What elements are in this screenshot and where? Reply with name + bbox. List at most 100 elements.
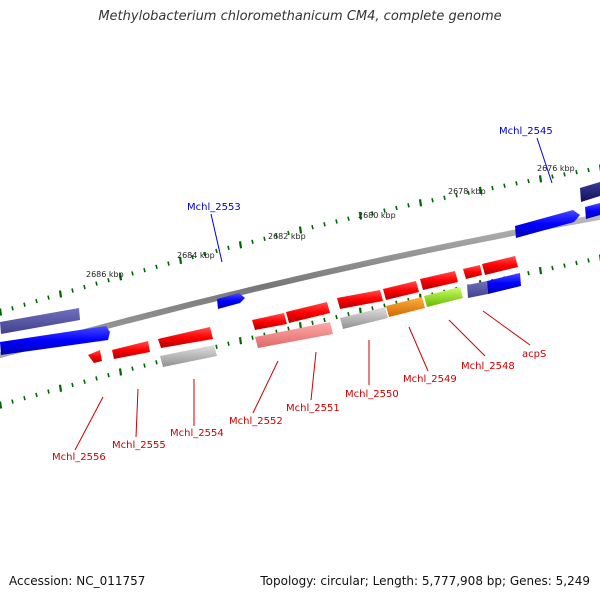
gene-arrow-mchl-2551[interactable] <box>286 302 330 323</box>
gene-arrow[interactable] <box>585 203 600 219</box>
tick-mark <box>395 205 398 211</box>
tick-mark <box>143 267 146 273</box>
gene-arrow-mchl-2550-b[interactable] <box>340 307 388 329</box>
genome-summary-text: Topology: circular; Length: 5,777,908 bp… <box>260 574 590 588</box>
tick-mark <box>478 186 483 195</box>
tick-mark <box>407 203 410 208</box>
kbp-label: 2686 kbp <box>86 270 124 279</box>
tick-mark <box>238 241 243 249</box>
tick-mark <box>215 344 218 349</box>
gene-label-mchl-2549[interactable]: Mchl_2549 <box>403 374 457 385</box>
gene-arrow[interactable] <box>0 326 110 355</box>
tick-mark <box>263 236 266 241</box>
tick-mark <box>563 263 566 268</box>
gene-arrow-mchl-2556[interactable] <box>88 350 102 363</box>
tick-mark <box>71 288 74 293</box>
gene-arrow-mchl-2548[interactable] <box>420 271 458 290</box>
tick-mark <box>551 265 554 271</box>
tick-mark <box>551 174 554 179</box>
gene-label-mchl-2556[interactable]: Mchl_2556 <box>52 452 106 463</box>
label-leader <box>135 388 139 438</box>
tick-mark <box>311 224 314 230</box>
tick-mark <box>251 239 254 244</box>
tick-mark <box>107 372 110 378</box>
gene-label-mchl-2548[interactable]: Mchl_2548 <box>461 361 515 372</box>
gene-arrow-mchl-2549[interactable] <box>383 281 419 300</box>
gene-arrow[interactable] <box>487 273 521 294</box>
kbp-label: 2678 kbp <box>448 187 486 196</box>
label-leader <box>536 137 553 184</box>
gene-label-mchl-2550[interactable]: Mchl_2550 <box>345 389 399 400</box>
tick-mark <box>287 326 290 331</box>
tick-mark <box>47 389 50 394</box>
tick-mark <box>527 271 530 276</box>
tick-mark <box>0 401 3 409</box>
tick-mark <box>215 248 218 254</box>
kbp-label: 2676 kbp <box>537 164 575 173</box>
tick-mark <box>383 208 386 213</box>
reverse-gene-labels: acpS Mchl_2548 Mchl_2549 Mchl_2550 Mchl_… <box>52 310 546 463</box>
gene-label-mchl-2555[interactable]: Mchl_2555 <box>112 440 166 451</box>
tick-mark <box>23 302 26 307</box>
tick-mark <box>23 396 26 401</box>
gene-arrow-mchl-2552-b[interactable] <box>255 322 333 348</box>
gene-label-acps[interactable]: acpS <box>522 349 546 360</box>
tick-mark <box>71 382 74 388</box>
gene-arrow-mchl-2554-b[interactable] <box>160 345 217 367</box>
tick-mark <box>155 264 158 270</box>
tick-mark <box>587 167 590 173</box>
tick-mark <box>167 261 170 266</box>
tick-mark <box>83 284 86 290</box>
tick-mark <box>58 290 63 298</box>
gene-arrow-mchl-2554[interactable] <box>158 327 213 348</box>
tick-mark <box>587 258 590 263</box>
tick-mark <box>335 314 338 320</box>
gene-arrow-mchl-2552[interactable] <box>252 313 287 330</box>
tick-mark <box>95 281 98 286</box>
genome-title: Methylobacterium chloromethanicum CM4, c… <box>98 9 502 24</box>
tick-mark <box>275 233 278 239</box>
gene-label-mchl-2545[interactable]: Mchl_2545 <box>499 126 553 137</box>
tick-mark <box>538 266 543 275</box>
tick-mark <box>347 216 350 221</box>
tick-mark <box>238 337 243 345</box>
gene-arrow-mchl-2550[interactable] <box>337 290 383 309</box>
tick-mark <box>227 245 230 251</box>
kbp-label: 2682 kbp <box>268 232 306 241</box>
gene-arrow-acps[interactable] <box>463 265 482 279</box>
gene-arrow[interactable] <box>580 182 600 202</box>
tick-mark <box>575 170 578 175</box>
tick-mark <box>58 384 63 392</box>
gene-arrow-mchl-2555[interactable] <box>112 341 150 359</box>
tick-mark <box>298 226 303 234</box>
tick-mark <box>191 255 194 260</box>
label-leader <box>210 213 223 263</box>
tick-mark <box>143 363 146 368</box>
tick-mark <box>418 199 423 207</box>
tick-mark <box>443 195 446 200</box>
tick-mark <box>563 172 566 177</box>
gene-label-mchl-2552[interactable]: Mchl_2552 <box>229 416 283 427</box>
gene-arrow-mchl-2549-b[interactable] <box>386 297 425 317</box>
reverse-strand-genes <box>88 256 518 367</box>
tick-mark <box>323 222 326 227</box>
gene-arrow-mchl-2548-b[interactable] <box>424 287 463 307</box>
tick-mark <box>227 341 230 346</box>
tick-mark <box>358 212 363 220</box>
tick-mark <box>11 399 14 404</box>
tick-mark <box>431 198 434 203</box>
gene-arrow[interactable] <box>482 256 518 275</box>
gene-arrow[interactable] <box>0 308 80 334</box>
gene-label-mchl-2551[interactable]: Mchl_2551 <box>286 403 340 414</box>
gene-arrow[interactable] <box>467 281 488 298</box>
kbp-label: 2680 kbp <box>358 211 396 220</box>
tick-mark <box>203 251 206 257</box>
gene-arrow-mchl-2545[interactable] <box>515 210 580 238</box>
gene-label-mchl-2554[interactable]: Mchl_2554 <box>170 428 224 439</box>
tick-mark <box>95 376 98 381</box>
tick-mark <box>383 303 386 308</box>
gene-arrow-mchl-2553[interactable] <box>217 293 245 309</box>
tick-mark <box>251 335 254 340</box>
gene-label-mchl-2553[interactable]: Mchl_2553 <box>187 202 241 213</box>
